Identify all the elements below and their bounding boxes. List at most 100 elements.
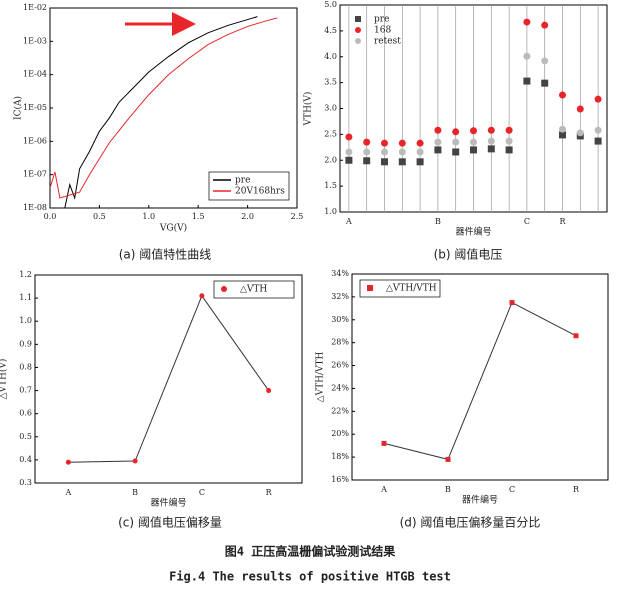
data-point xyxy=(487,137,495,145)
y-tick-label: 30% xyxy=(331,315,349,324)
data-point xyxy=(541,57,549,65)
y-tick-label: 1E-06 xyxy=(23,136,47,145)
y-tick-label: 0.4 xyxy=(19,455,32,464)
y-tick-label: 0.6 xyxy=(19,409,32,418)
series-line xyxy=(68,294,270,463)
panel-caption: (b) 阈值电压 xyxy=(434,247,503,262)
data-point xyxy=(576,129,584,137)
data-point xyxy=(345,156,353,164)
legend-marker xyxy=(367,285,373,291)
x-tick-label: 1.5 xyxy=(192,212,205,221)
series-line xyxy=(64,16,258,209)
y-axis-title: IC(A) xyxy=(13,96,24,120)
y-tick-label: 0.9 xyxy=(19,339,32,348)
y-tick-label: 1.5 xyxy=(324,181,337,190)
data-point xyxy=(381,440,387,446)
x-tick-label: 0.0 xyxy=(44,212,57,221)
data-point xyxy=(452,148,460,156)
plot-frame xyxy=(351,273,609,481)
x-tick-label: 0.5 xyxy=(93,212,106,221)
x-axis-title: 器件编号 xyxy=(462,494,498,506)
data-point xyxy=(345,133,353,141)
y-tick-label: 3.0 xyxy=(324,104,337,113)
y-tick-label: 16% xyxy=(331,475,349,484)
series-line xyxy=(49,17,278,199)
x-axis-title: 器件编号 xyxy=(150,497,186,509)
x-tick-label: 2.0 xyxy=(241,212,254,221)
x-tick-label: R xyxy=(573,485,580,494)
legend-label: △VTH xyxy=(240,285,267,295)
legend-label: pre xyxy=(374,15,389,25)
y-tick-label: 0.8 xyxy=(19,362,32,371)
data-point xyxy=(416,158,424,166)
legend-marker xyxy=(221,286,227,292)
x-tick-label: 1.0 xyxy=(142,212,155,221)
y-tick-label: 0.7 xyxy=(19,386,32,395)
legend-marker xyxy=(355,27,361,33)
legend-label: △VTH/VTH xyxy=(386,284,437,294)
legend-marker xyxy=(355,16,361,22)
x-tick-label: C xyxy=(524,217,530,226)
y-tick-label: 18% xyxy=(331,452,349,461)
y-tick-label: 20% xyxy=(331,429,349,438)
y-tick-label: 22% xyxy=(331,406,349,415)
x-tick-label: C xyxy=(509,485,515,494)
data-point xyxy=(594,95,602,103)
legend-label: pre xyxy=(235,176,250,186)
data-point xyxy=(541,79,549,87)
legend-label: 168 xyxy=(374,26,391,36)
data-point xyxy=(416,139,424,147)
data-point xyxy=(523,18,531,26)
data-point xyxy=(345,148,353,156)
x-tick-label: C xyxy=(199,488,205,497)
y-tick-label: 1E-07 xyxy=(23,170,47,179)
data-point xyxy=(452,128,460,136)
panel-caption: (d) 阈值电压偏移量百分比 xyxy=(400,515,541,530)
data-point xyxy=(559,131,566,139)
y-tick-label: 28% xyxy=(331,338,349,347)
y-tick-label: 1E-04 xyxy=(23,70,47,79)
x-tick-label: B xyxy=(132,488,138,497)
y-tick-label: 1.1 xyxy=(19,293,32,302)
data-point xyxy=(594,126,602,134)
y-tick-label: 5.0 xyxy=(324,0,337,9)
y-tick-label: 2.5 xyxy=(324,129,337,138)
figure-caption: 图4 正压高温栅偏试验测试结果 xyxy=(225,544,395,559)
data-point xyxy=(434,138,442,146)
data-point xyxy=(434,126,442,134)
data-point xyxy=(445,456,451,462)
y-axis-title: △VTH(V) xyxy=(0,359,9,400)
y-tick-label: 0.5 xyxy=(19,432,32,441)
x-tick-label: B xyxy=(435,217,441,226)
x-axis-title: VG(V) xyxy=(159,223,187,234)
data-point xyxy=(381,148,388,156)
data-point xyxy=(594,137,602,145)
data-point xyxy=(523,77,531,85)
legend-marker xyxy=(355,38,361,44)
y-axis-title: VTH(V) xyxy=(303,92,314,127)
data-point xyxy=(398,148,406,156)
data-point xyxy=(132,458,138,464)
y-tick-label: 1.0 xyxy=(324,207,337,216)
y-tick-label: 4.5 xyxy=(324,26,337,35)
data-point xyxy=(541,21,549,29)
y-tick-label: 4.0 xyxy=(324,52,337,61)
x-tick-label: A xyxy=(345,217,352,226)
data-point xyxy=(487,145,495,153)
data-point xyxy=(487,126,495,134)
x-axis-title: 器件编号 xyxy=(455,226,491,238)
legend-label: retest xyxy=(374,37,401,47)
data-point xyxy=(505,126,513,134)
data-point xyxy=(363,157,371,165)
data-point xyxy=(470,138,477,146)
y-tick-label: 1.2 xyxy=(19,270,32,279)
data-point xyxy=(266,388,272,394)
panel-caption: (c) 阈值电压偏移量 xyxy=(118,515,222,530)
x-tick-label: A xyxy=(64,488,71,497)
legend-box xyxy=(208,171,290,201)
x-tick-label: R xyxy=(266,488,273,497)
y-tick-label: 1E-08 xyxy=(23,203,47,212)
plot-frame xyxy=(34,274,303,484)
data-point xyxy=(505,137,513,145)
